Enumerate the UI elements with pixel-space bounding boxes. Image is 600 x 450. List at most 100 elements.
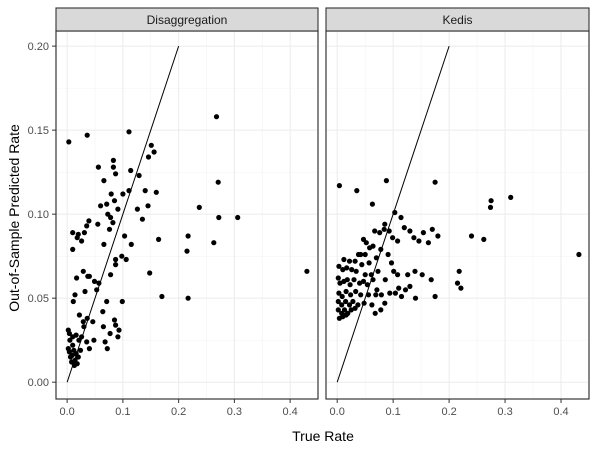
data-point	[77, 347, 84, 353]
data-point	[100, 324, 106, 330]
data-point	[110, 157, 116, 163]
data-point	[420, 230, 426, 236]
data-point	[390, 235, 396, 241]
data-point	[395, 238, 401, 244]
data-point	[435, 233, 441, 239]
data-point	[367, 245, 373, 251]
data-point	[412, 268, 418, 274]
data-point	[335, 298, 341, 305]
data-point	[104, 298, 110, 305]
panel-background	[325, 30, 590, 400]
data-point	[373, 292, 379, 298]
data-point	[81, 324, 87, 330]
data-point	[336, 290, 342, 296]
data-point	[113, 171, 119, 177]
data-point	[80, 268, 86, 274]
x-tick-label: 0.2	[171, 406, 186, 418]
data-point	[341, 256, 347, 263]
data-point	[366, 260, 372, 266]
y-axis-title: Out-of-Sample Predicted Rate	[6, 124, 22, 312]
data-point	[96, 280, 102, 286]
data-point	[432, 293, 438, 300]
data-point	[343, 288, 349, 295]
x-tick-label: 0.1	[115, 406, 130, 418]
data-point	[362, 272, 368, 278]
x-tick-label: 0.0	[60, 406, 75, 418]
data-point	[351, 277, 357, 283]
data-point	[91, 337, 97, 343]
data-point	[352, 305, 358, 311]
data-point	[104, 346, 110, 352]
data-point	[113, 262, 119, 268]
data-point	[151, 149, 157, 155]
data-point	[145, 203, 151, 209]
data-point	[407, 228, 413, 234]
data-point	[374, 287, 380, 293]
data-point	[335, 307, 341, 313]
data-point	[386, 228, 392, 234]
data-point	[70, 342, 76, 348]
data-point	[101, 178, 107, 184]
x-tick-label: 0.3	[497, 406, 512, 418]
y-tick-label: 0.20	[28, 41, 49, 53]
data-point	[396, 285, 402, 291]
data-point	[70, 298, 76, 305]
data-point	[67, 337, 73, 343]
data-point	[94, 287, 100, 293]
data-point	[84, 315, 90, 321]
data-point	[84, 223, 90, 229]
data-point	[70, 230, 76, 236]
data-point	[72, 292, 78, 298]
data-point	[91, 278, 98, 284]
data-point	[368, 272, 374, 278]
data-point	[358, 292, 364, 298]
data-point	[352, 258, 358, 264]
data-point	[75, 354, 81, 360]
data-point	[120, 191, 126, 197]
data-point	[134, 206, 140, 212]
data-point	[335, 275, 341, 281]
data-point	[353, 268, 359, 274]
data-point	[71, 362, 77, 368]
x-axis-kedis: 0.0 0.1 0.2 0.3 0.4	[330, 399, 569, 418]
data-point	[81, 230, 87, 236]
y-tick-label: 0.15	[28, 125, 49, 137]
data-point	[113, 256, 119, 263]
data-point	[458, 285, 464, 291]
data-point	[185, 295, 191, 301]
data-point	[377, 230, 383, 236]
data-point	[373, 255, 379, 261]
data-point	[108, 272, 114, 278]
x-axis-disaggregation: 0.0 0.1 0.2 0.3 0.4	[60, 399, 298, 418]
data-point	[215, 179, 221, 185]
data-point	[156, 236, 162, 242]
data-point	[360, 236, 367, 242]
data-point	[79, 334, 85, 340]
data-point	[82, 288, 88, 295]
data-point	[339, 302, 345, 308]
data-point	[185, 233, 191, 239]
data-point	[353, 288, 359, 295]
data-point	[126, 188, 132, 194]
data-point	[111, 317, 118, 323]
data-point	[348, 292, 354, 298]
data-point	[159, 293, 165, 300]
data-point	[381, 226, 387, 232]
facet-strip	[55, 7, 319, 32]
data-point	[98, 203, 104, 209]
data-point	[136, 172, 142, 179]
x-axis-title: True Rate	[292, 428, 354, 444]
data-point	[405, 272, 411, 278]
data-point	[416, 238, 422, 244]
data-point	[402, 287, 409, 293]
data-point	[337, 280, 343, 286]
data-point	[481, 236, 487, 242]
data-point	[123, 256, 129, 263]
x-tick-label: 0.3	[227, 406, 242, 418]
data-point	[105, 211, 111, 217]
data-point	[128, 167, 134, 174]
x-tick-label: 0.4	[553, 406, 568, 418]
x-tick-label: 0.1	[386, 406, 401, 418]
data-point	[364, 282, 370, 288]
